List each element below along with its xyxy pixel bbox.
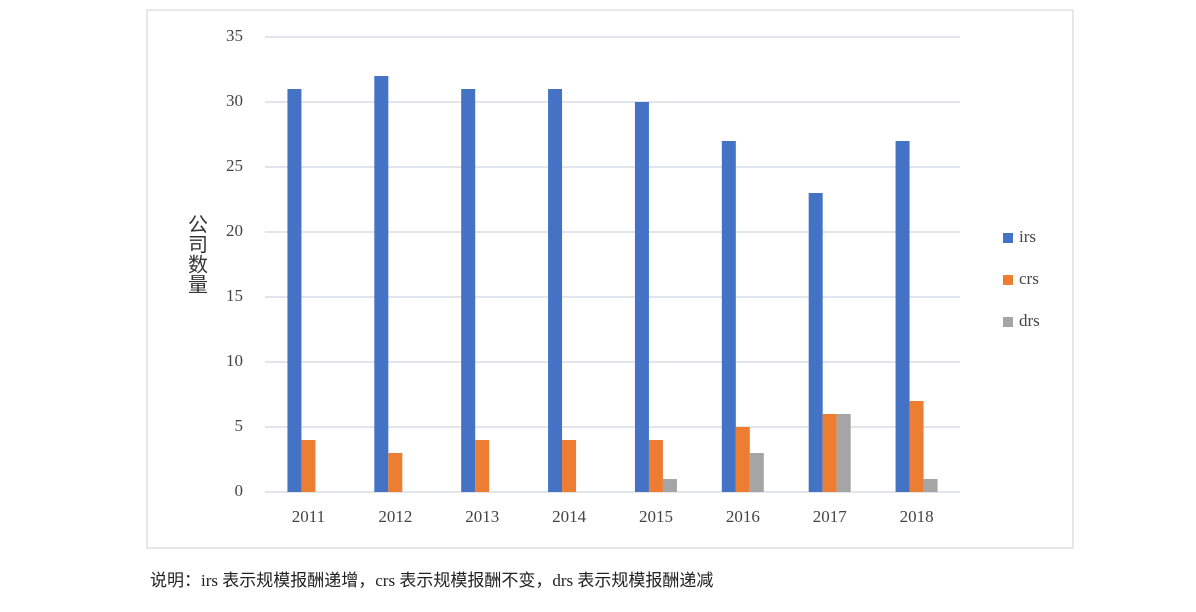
- x-tick-label: 2017: [813, 507, 848, 526]
- bar: [562, 440, 577, 492]
- x-tick-label: 2012: [378, 507, 412, 526]
- bar: [374, 76, 389, 492]
- bar: [721, 141, 736, 492]
- x-tick-label: 2016: [726, 507, 760, 526]
- x-tick-label: 2015: [639, 507, 673, 526]
- bar: [895, 141, 910, 492]
- y-tick-label: 30: [226, 91, 243, 110]
- bar: [749, 453, 764, 492]
- y-tick-label: 0: [235, 481, 244, 500]
- legend-marker: [1003, 317, 1013, 327]
- x-tick-label: 2014: [552, 507, 587, 526]
- bar: [923, 479, 938, 492]
- y-tick-label: 20: [226, 221, 243, 240]
- legend-marker: [1003, 275, 1013, 285]
- bar: [735, 427, 750, 492]
- bar: [287, 89, 302, 492]
- bar: [648, 440, 663, 492]
- bar: [909, 401, 924, 492]
- legend-marker: [1003, 233, 1013, 243]
- legend-label: crs: [1019, 269, 1039, 288]
- bar: [822, 414, 837, 492]
- y-tick-label: 10: [226, 351, 243, 370]
- bar: [808, 193, 823, 492]
- bar: [548, 89, 563, 492]
- y-axis-label: 公司数量: [185, 214, 209, 294]
- chart-frame: [146, 9, 1074, 549]
- bar: [634, 102, 649, 492]
- bar: [461, 89, 476, 492]
- x-tick-label: 2011: [292, 507, 325, 526]
- y-tick-label: 35: [226, 26, 243, 45]
- bar: [301, 440, 316, 492]
- x-tick-label: 2013: [465, 507, 499, 526]
- bar: [836, 414, 851, 492]
- bar: [388, 453, 403, 492]
- y-tick-label: 5: [235, 416, 244, 435]
- legend-label: drs: [1019, 311, 1040, 330]
- note: 说明：irs 表示规模报酬递增，crs 表示规模报酬不变，drs 表示规模报酬递…: [150, 571, 713, 590]
- y-tick-label: 15: [226, 286, 243, 305]
- y-tick-label: 25: [226, 156, 243, 175]
- legend-label: irs: [1019, 227, 1036, 246]
- bar: [475, 440, 490, 492]
- x-tick-label: 2018: [900, 507, 934, 526]
- bar: [662, 479, 677, 492]
